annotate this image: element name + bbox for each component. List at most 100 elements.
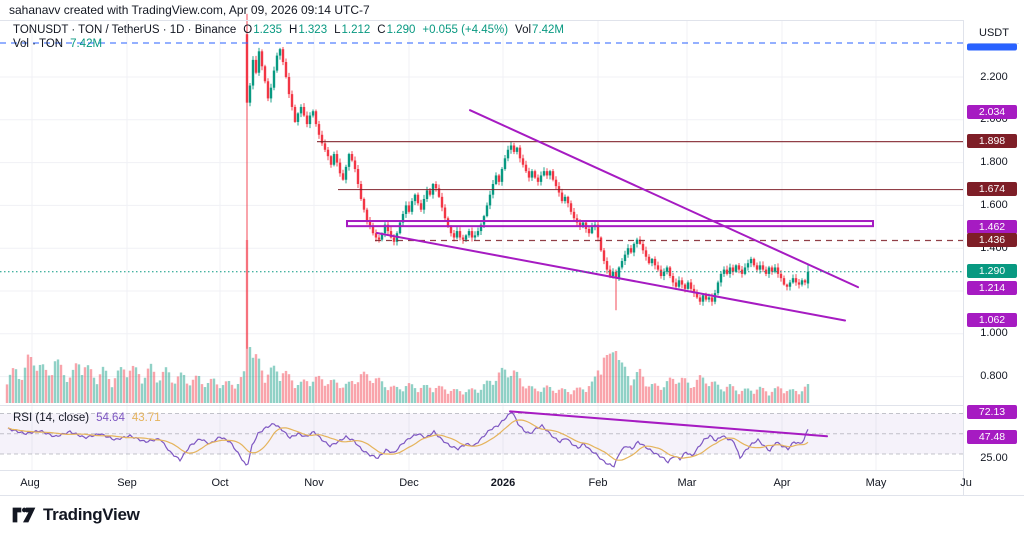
currency-unit-button[interactable]: USDT [979,27,1009,39]
volume-bar [143,377,147,403]
candle-body [758,265,762,270]
price-badge-1.062: 1.062 [967,313,1017,327]
volume-bar [764,391,768,403]
volume-bar [548,386,552,403]
volume-bar [242,371,246,403]
volume-bar [341,387,345,403]
volume-bar [128,370,132,403]
volume-bar [410,384,414,403]
volume-bar [320,379,324,403]
candle-body [605,261,609,270]
candle-body [341,173,345,180]
volume-bar [338,388,342,403]
volume-bar [287,374,291,403]
volume-bar [386,390,390,403]
volume-bar [101,366,105,403]
candle-body [749,258,753,264]
candle-body [539,175,543,182]
candle-body [551,171,555,180]
candle-body [437,188,441,197]
candle-body [800,280,804,285]
candle-body [548,171,552,176]
price-badge-2.034: 2.034 [967,105,1017,119]
time-axis-label-Mar: Mar [677,477,697,489]
candle-body [419,203,423,210]
volume-bar [359,374,363,403]
candle-body [587,228,591,234]
tradingview-logo[interactable]: TradingView [12,505,140,525]
candle-body [524,164,528,172]
volume-bar [62,375,66,403]
symbol-legend[interactable]: TONUSDT · TON / TetherUS · 1D · Binance O… [13,24,571,36]
volume-bar [416,392,420,403]
price-badge-1.214: 1.214 [967,281,1017,295]
price-scale-label: 1.800 [980,156,1008,168]
volume-bar [167,372,171,403]
volume-bar [545,385,549,403]
volume-bar [659,389,663,403]
candle-body [257,51,261,73]
volume-bar [41,364,45,403]
candle-body [245,34,249,103]
symbol-legend-segment-4: 1.323 [298,24,328,36]
candle-body [335,154,339,163]
volume-bar [506,377,510,403]
volume-bar [737,394,741,403]
candle-body [599,237,603,251]
candle-body [620,261,624,268]
volume-bar [413,388,417,403]
time-axis-label-2026: 2026 [490,477,516,489]
volume-bar [38,364,42,403]
tradingview-logo-text: TradingView [43,505,140,524]
volume-bar [794,390,798,403]
volume-bar [527,385,531,403]
volume-bar [608,353,612,403]
volume-bar [677,382,681,403]
volume-legend[interactable]: Vol · TON 7.42M [13,38,109,50]
candle-body [644,250,648,257]
price-scale[interactable]: USDT 2.200 2.000 1.800 1.600 1.400 1.000 0.800… [963,20,1024,495]
volume-bar [575,387,579,403]
candle-body [578,222,582,227]
candle-body [290,94,294,107]
candle-body [260,51,264,67]
candle-body [698,297,702,302]
volume-bar [218,388,222,403]
volume-bar [455,389,459,403]
volume-bar [401,391,405,403]
candle-body [275,55,279,71]
volume-bar [656,385,660,403]
volume-bar [374,378,378,403]
candle-body [563,196,567,202]
volume-bar [380,381,384,403]
volume-bar [227,380,231,403]
candle-body [545,171,549,176]
volume-bar [449,390,453,403]
time-axis-label-Aug: Aug [20,477,40,489]
candle-body [554,179,558,187]
candle-body [305,115,309,125]
volume-bar [233,388,237,403]
candle-body [572,211,576,219]
price-badge-1.290: 1.290 [967,264,1017,278]
candle-body [731,267,735,272]
candle-body [338,162,342,174]
volume-bar [428,387,432,403]
volume-bar [203,387,207,403]
volume-bar [554,392,558,403]
candle-body [266,81,270,99]
candle-body [797,282,801,285]
candle-body [674,282,678,287]
rsi-legend[interactable]: RSI (14, close) 54.64 43.71 [13,412,168,424]
candle-body [785,284,789,287]
candle-body [701,295,705,302]
candle-body [455,231,459,238]
candle-body [659,269,663,277]
volume-bar [8,374,12,403]
volume-bar [83,367,87,403]
volume-bar [476,392,480,403]
volume-bar [515,371,519,403]
volume-bar [278,380,282,403]
volume-bar [611,352,615,403]
